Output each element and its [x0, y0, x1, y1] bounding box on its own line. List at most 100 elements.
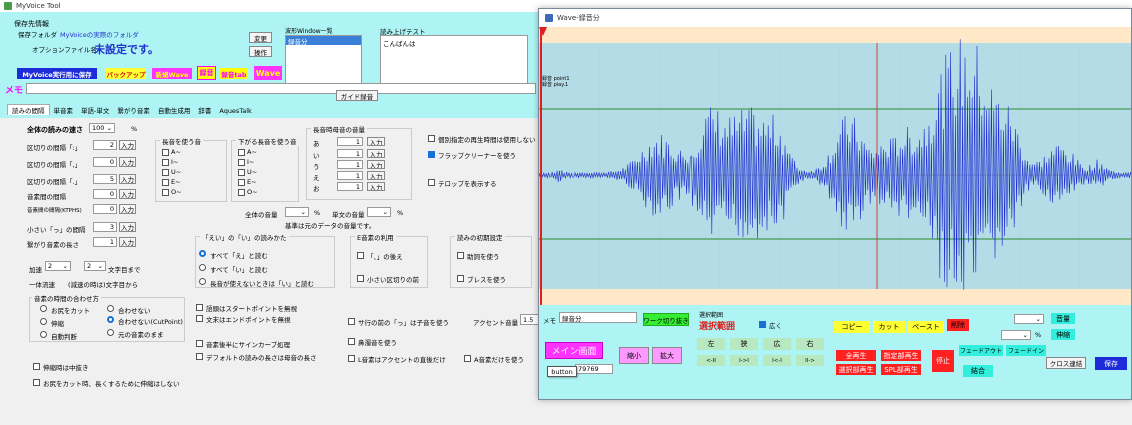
stretch-select[interactable]: ⌄	[1001, 330, 1031, 340]
falling-long-check[interactable]	[238, 159, 245, 166]
ai-option-radio[interactable]	[199, 278, 206, 285]
long-volume-button[interactable]: 入力	[367, 137, 385, 146]
fadein-button[interactable]: フェードイン	[1006, 345, 1046, 356]
tab-connected-phoneme[interactable]: 繋がり音素	[117, 107, 150, 115]
sine-curve-check[interactable]	[196, 340, 203, 347]
spl-play-button[interactable]: SPL部再生	[881, 364, 921, 375]
timing-option-radio[interactable]	[107, 305, 114, 312]
default-length-check[interactable]	[196, 353, 203, 360]
readout-text-area[interactable]: こんばんは	[380, 35, 528, 89]
copy-button[interactable]: コピー	[834, 321, 870, 333]
play-select-region-button[interactable]: 選択部再生	[836, 364, 876, 375]
falling-long-check[interactable]	[238, 169, 245, 176]
overall-speed-select[interactable]: 100 ⌄	[89, 123, 115, 133]
play-selected-button[interactable]: 指定部再生	[881, 350, 921, 361]
accel-select-2[interactable]: 2 ⌄	[84, 261, 106, 271]
accel-select[interactable]: 2 ⌄	[45, 261, 71, 271]
end-ignore-check[interactable]	[196, 315, 203, 322]
stop-button[interactable]: 停止	[932, 350, 954, 372]
join-button[interactable]: 結合	[963, 365, 993, 377]
volume-select[interactable]: ⌄	[1014, 314, 1044, 324]
interval-row-input[interactable]: 0	[93, 157, 117, 167]
interval-row-button[interactable]: 入力	[119, 189, 136, 199]
long-volume-input[interactable]: 1	[337, 171, 363, 180]
falling-long-check[interactable]	[238, 149, 245, 156]
shrink-button[interactable]: 縮小	[619, 347, 649, 364]
interval-row-input[interactable]: 5	[93, 174, 117, 184]
cut-button[interactable]: カット	[873, 321, 905, 333]
operation-button[interactable]: 操作	[249, 46, 272, 57]
play-all-button[interactable]: 全再生	[836, 350, 876, 361]
long-volume-button[interactable]: 入力	[367, 171, 385, 180]
wave-memo-input[interactable]: 録音分	[559, 312, 637, 323]
falling-long-check[interactable]	[238, 179, 245, 186]
tab-aquestalk[interactable]: AquesTalk	[219, 107, 252, 115]
jump-start-button[interactable]: <-II	[697, 355, 725, 366]
timing-option-radio[interactable]	[40, 331, 47, 338]
long-sound-check[interactable]	[162, 159, 169, 166]
record-tab-button[interactable]: 録音tab	[220, 68, 248, 79]
left-button[interactable]: 左	[697, 338, 725, 350]
a-only-check[interactable]	[464, 355, 471, 362]
narrow-button[interactable]: 狭	[730, 338, 758, 350]
timing-option-radio[interactable]	[40, 318, 47, 325]
long-volume-input[interactable]: 1	[337, 137, 363, 146]
save-button[interactable]: 保存	[1095, 357, 1127, 370]
falling-long-check[interactable]	[238, 189, 245, 196]
tab-dictionary[interactable]: 辞書	[198, 107, 212, 115]
timing-option-radio[interactable]	[107, 316, 114, 323]
interval-row-button[interactable]: 入力	[119, 237, 136, 247]
wide-check[interactable]	[759, 321, 766, 328]
change-button[interactable]: 変更	[249, 32, 272, 43]
tab-reading-interval[interactable]: 読みの間隔	[7, 104, 50, 115]
work-cut-button[interactable]: ワーク切り抜き	[643, 313, 689, 326]
backup-button[interactable]: バックアップ	[106, 68, 146, 79]
stretch-button[interactable]: 伸縮	[1051, 329, 1075, 340]
long-volume-button[interactable]: 入力	[367, 182, 385, 191]
long-sound-check[interactable]	[162, 169, 169, 176]
long-sound-check[interactable]	[162, 149, 169, 156]
interval-row-input[interactable]: 2	[93, 140, 117, 150]
overall-volume-select[interactable]: ⌄	[285, 207, 309, 217]
waveform-list[interactable]: 録音分	[285, 35, 362, 89]
e-phoneme-check[interactable]	[357, 252, 364, 259]
paste-button[interactable]: ペースト	[908, 321, 944, 333]
step-right-button[interactable]: I->I	[730, 355, 758, 366]
initial-setting-check[interactable]	[457, 275, 464, 282]
right-button[interactable]: 右	[796, 338, 824, 350]
fadeout-button[interactable]: フェードアウト	[959, 345, 1003, 356]
timing-option-radio[interactable]	[107, 329, 114, 336]
ai-option-radio[interactable]	[199, 264, 206, 271]
step-left-button[interactable]: I<-I	[763, 355, 791, 366]
long-volume-input[interactable]: 1	[337, 182, 363, 191]
delete-button[interactable]: 削除	[947, 319, 969, 331]
individual-time-check[interactable]	[428, 135, 435, 142]
long-volume-button[interactable]: 入力	[367, 160, 385, 169]
interval-row-button[interactable]: 入力	[119, 157, 136, 167]
memo-input[interactable]	[26, 83, 536, 94]
new-wave-button[interactable]: 新規Wave	[152, 68, 192, 79]
jump-end-button[interactable]: II->	[796, 355, 824, 366]
single-volume-select[interactable]: ⌄	[367, 207, 391, 217]
flop-cleaner-check[interactable]	[428, 151, 435, 158]
ai-option-radio[interactable]	[199, 250, 206, 257]
l-accent-check[interactable]	[348, 355, 355, 362]
waveform-list-item[interactable]: 録音分	[286, 36, 361, 46]
e-phoneme-check[interactable]	[357, 275, 364, 282]
myvoice-save-button[interactable]: MyVoice実行用に保存	[17, 68, 97, 79]
guide-record-button[interactable]: ガイド録音	[336, 90, 378, 101]
accent-volume-input[interactable]: 1.5	[520, 314, 540, 325]
main-screen-button[interactable]: メイン画面	[545, 342, 603, 359]
long-volume-input[interactable]: 1	[337, 149, 363, 158]
record-button[interactable]: 録音	[197, 66, 216, 80]
interval-row-input[interactable]: 1	[93, 237, 117, 247]
expand-button[interactable]: 拡大	[652, 347, 682, 364]
interval-row-button[interactable]: 入力	[119, 204, 136, 214]
long-volume-button[interactable]: 入力	[367, 149, 385, 158]
interval-row-input[interactable]: 0	[93, 204, 117, 214]
long-sound-check[interactable]	[162, 179, 169, 186]
cut-stretch-check[interactable]	[33, 379, 40, 386]
interval-row-button[interactable]: 入力	[119, 140, 136, 150]
widen-button[interactable]: 広	[763, 338, 791, 350]
interval-row-input[interactable]: 0	[93, 189, 117, 199]
